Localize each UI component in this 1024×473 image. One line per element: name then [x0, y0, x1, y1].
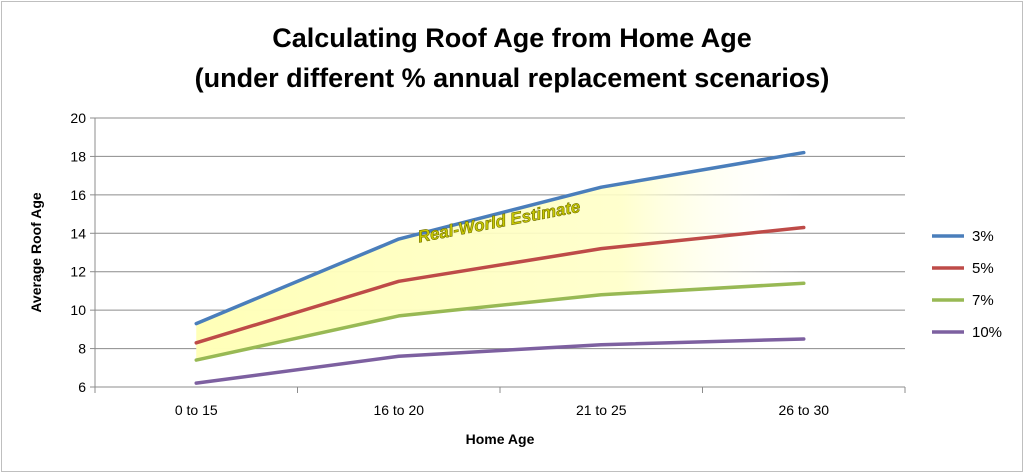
series-line-3pct: [194, 150, 806, 326]
estimate-band: [196, 152, 804, 361]
chart-title: Calculating Roof Age from Home Age (unde…: [0, 18, 1024, 98]
series-line-5pct: [194, 225, 806, 345]
legend-label: 3%: [972, 228, 994, 245]
y-tick-label: 8: [78, 341, 86, 357]
series-line-10pct: [194, 337, 806, 385]
x-axis-title: Home Age: [466, 431, 535, 447]
y-tick-label: 18: [70, 148, 86, 164]
y-tick-label: 20: [70, 110, 86, 126]
estimate-band-area: [196, 152, 804, 361]
series-lines: [194, 150, 806, 385]
chart-title-line1: Calculating Roof Age from Home Age: [272, 23, 752, 53]
y-tick-label: 14: [70, 225, 86, 241]
legend-label: 10%: [972, 324, 1002, 341]
legend-label: 7%: [972, 292, 994, 309]
legend: 3% 5% 7% 10%: [932, 228, 1002, 341]
x-tick-label: 16 to 20: [373, 402, 424, 418]
series-line-7pct: [194, 281, 806, 362]
x-tick-label: 26 to 30: [778, 402, 829, 418]
x-tick-label: 21 to 25: [576, 402, 627, 418]
x-tick-label: 0 to 15: [175, 402, 218, 418]
y-tick-label: 10: [70, 302, 86, 318]
chart-title-line2: (under different % annual replacement sc…: [194, 63, 830, 93]
y-axis-title: Average Roof Age: [28, 192, 44, 313]
legend-label: 5%: [972, 260, 994, 277]
y-tick-label: 6: [78, 379, 86, 395]
y-tick-label: 12: [70, 264, 86, 280]
axes: 6 8 10 12 14 16 18 20 0 to 15 16 to 20 21 to 25 26 …: [28, 110, 906, 447]
y-tick-label: 16: [70, 187, 86, 203]
